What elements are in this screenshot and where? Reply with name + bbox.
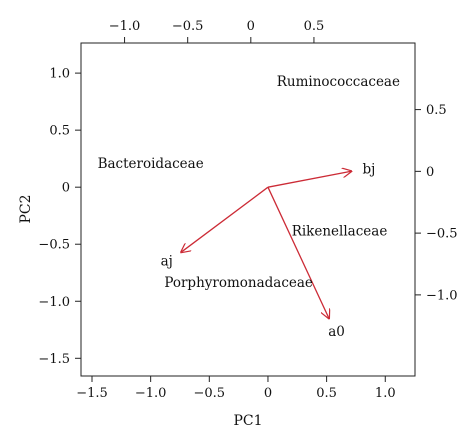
top-tick-label: 0.5	[304, 19, 325, 34]
arrow-label-aj: aj	[161, 254, 173, 270]
point-labels: Ruminococcaceae Bacteroidaceae Rikenellace…	[98, 74, 400, 291]
loading-arrows: bj aj a0	[161, 162, 376, 340]
arrow-label-bj: bj	[363, 162, 376, 178]
x-tick-label: −1.0	[135, 386, 167, 401]
arrow-label-a0: a0	[328, 324, 345, 340]
top-tick-label: 0	[247, 19, 255, 34]
x-tick-label: 0	[264, 386, 272, 401]
x-axis-title: PC1	[233, 413, 262, 429]
y-tick-label: 0	[62, 181, 70, 196]
point-label: Rikenellaceae	[292, 224, 388, 240]
loading-arrow-a0	[267, 186, 329, 318]
bottom-axis: −1.5 −1.0 −0.5 0 0.5 1.0	[76, 376, 396, 401]
top-axis: −1.0 −0.5 0 0.5	[109, 19, 325, 43]
y-tick-label: −1.5	[38, 352, 70, 367]
point-label: Bacteroidaceae	[98, 156, 204, 172]
x-tick-label: 1.0	[375, 386, 396, 401]
top-tick-label: −1.0	[109, 19, 141, 34]
loading-arrow-bj	[267, 171, 351, 188]
right-axis: −1.0 −0.5 0 0.5	[415, 103, 458, 303]
x-tick-label: −1.5	[76, 386, 108, 401]
y-tick-label: −0.5	[38, 238, 70, 253]
point-label: Ruminococcaceae	[277, 74, 400, 90]
right-tick-label: 0.5	[426, 103, 447, 118]
loading-arrow-aj	[181, 186, 269, 252]
x-tick-label: 0.5	[316, 386, 337, 401]
x-tick-label: −0.5	[194, 386, 226, 401]
right-tick-label: −0.5	[426, 227, 458, 242]
y-axis-title: PC2	[18, 194, 34, 223]
left-axis: −1.5 −1.0 −0.5 0 0.5 1.0	[38, 67, 81, 367]
y-tick-label: −1.0	[38, 295, 70, 310]
point-label: Porphyromonadaceae	[164, 275, 313, 291]
plot-frame	[80, 42, 416, 377]
top-tick-label: −0.5	[172, 19, 204, 34]
y-tick-label: 0.5	[49, 124, 70, 139]
right-tick-label: 0	[426, 165, 434, 180]
y-tick-label: 1.0	[49, 67, 70, 82]
right-tick-label: −1.0	[426, 288, 458, 303]
